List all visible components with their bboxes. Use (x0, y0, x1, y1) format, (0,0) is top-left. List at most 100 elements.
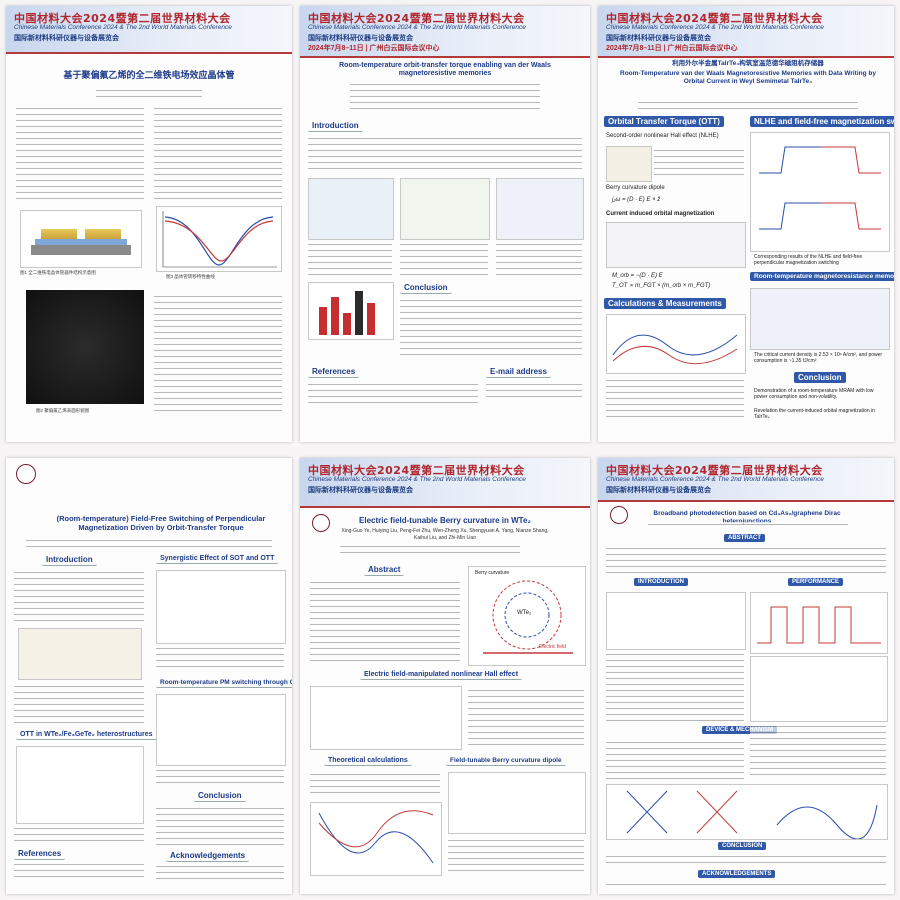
berry-curvature-diagram (483, 580, 573, 654)
text-block (606, 378, 744, 418)
text-block (310, 580, 460, 664)
photoresponse-plot (757, 606, 881, 644)
heterostructure-figure (16, 746, 144, 824)
device-schematic-figure (20, 210, 142, 268)
poster-5: 中国材料大会2024暨第二届世界材料大会 Chinese Materials C… (300, 458, 590, 894)
text-block (156, 864, 284, 880)
conclusion-1: Demonstration of a room-temperature MRAM… (754, 388, 874, 400)
conference-expo: 国际新材料科研仪器与设备展览会 (606, 35, 711, 42)
figure-caption: 图2 聚偏氟乙烯表面形貌图 (36, 408, 90, 413)
section-conclusion: Conclusion (194, 790, 246, 802)
theory-plot (310, 802, 442, 876)
section-ott: Orbital Transfer Torque (OTT) (604, 116, 724, 127)
calculation-plot (612, 334, 738, 365)
author-lines (648, 522, 848, 530)
caption-block (496, 242, 582, 276)
conference-banner: 中国材料大会2024暨第二届世界材料大会 Chinese Materials C… (598, 6, 894, 58)
figure-caption: 图1 全二维铁电晶体管器件结构示意图 (20, 270, 96, 275)
berry-curvature-figure: WTe₂ Berry curvature Electric field (468, 566, 586, 666)
section-ott-heterostructures: OTT in WTe₂/Fe₃GeTe₂ heterostructures (16, 730, 157, 740)
equation-j2w: j₂ω = (D · E) E × ẑ (612, 197, 661, 203)
poster-1: 中国材料大会2024暨第二届世界材料大会 Chinese Materials C… (6, 6, 292, 442)
section-introduction: Introduction (308, 120, 363, 132)
text-block (468, 688, 584, 748)
text-block (606, 882, 886, 890)
poster-6: 中国材料大会2024暨第二届世界材料大会 Chinese Materials C… (598, 458, 894, 894)
equation-morb: M_orb = −(D · E) E (612, 273, 663, 279)
section-acknowledgements: Acknowledgements (166, 850, 250, 862)
text-block (400, 298, 582, 356)
conference-title-cn: 中国材料大会2024暨第二届世界材料大会 (606, 464, 823, 477)
university-logo (16, 464, 36, 484)
text-block (606, 854, 886, 868)
text-block (448, 838, 584, 874)
conference-title-en: Chinese Materials Conference 2024 & The … (606, 24, 824, 31)
figure-3 (496, 178, 584, 240)
poster-title: (Room-temperature) Field-Free Switching … (56, 514, 266, 532)
section-introduction: INTRODUCTION (634, 578, 688, 586)
text-block (14, 826, 144, 842)
critical-current-note: The critical current density is 2.53 × 1… (754, 352, 883, 364)
bullet-bcd: Berry curvature dipole (606, 185, 665, 191)
poster-title: Broadband photodetection based on Cd₃As₂… (653, 510, 841, 525)
section-abstract: ABSTRACT (724, 534, 765, 542)
nlhe-schematic (606, 146, 652, 182)
text-block (14, 862, 144, 880)
caption-block (308, 242, 392, 276)
text-block (486, 382, 582, 400)
conference-title-en: Chinese Materials Conference 2024 & The … (308, 476, 526, 483)
conference-date: 2024年7月8–11日 | 广州白云国际会议中心 (606, 45, 738, 52)
transfer-curve-figure (156, 206, 282, 272)
section-pm-switching: Room-temperature PM switching through OT… (156, 678, 292, 688)
figure-caption: 图3 晶体管转移特性曲线 (166, 274, 215, 279)
conference-expo: 国际新材料科研仪器与设备展览会 (14, 35, 119, 42)
poster-title-en: Room-Temperature van der Waals Magnetore… (620, 70, 876, 85)
poster-3: 中国材料大会2024暨第二届世界材料大会 Chinese Materials C… (598, 6, 894, 442)
hall-effect-plots (310, 686, 462, 750)
section-nlhe-switching: NLHE and field-free magnetization switch… (750, 116, 894, 127)
conference-title-cn: 中国材料大会2024暨第二届世界材料大会 (308, 12, 525, 25)
author-lines (26, 538, 272, 548)
berry-curvature-label: Berry curvature (475, 570, 510, 576)
author-lines (96, 88, 202, 100)
conference-date: 2024年7月8–11日 | 广州白云国际会议中心 (308, 45, 440, 52)
poster-title: 基于聚偏氟乙烯的全二维铁电场效应晶体管 (63, 70, 235, 80)
orbital-schematic (606, 222, 746, 268)
conference-title-en: Chinese Materials Conference 2024 & The … (606, 476, 824, 483)
section-device: DEVICE & MECHANISM (702, 726, 778, 734)
section-memory: Room-temperature magnetoresistance memor… (750, 272, 894, 281)
conference-banner: 中国材料大会2024暨第二届世界材料大会 Chinese Materials C… (300, 6, 590, 58)
transfer-curve-plot (162, 211, 277, 268)
intro-figure (18, 628, 142, 680)
memory-figure (750, 288, 890, 350)
conference-title-cn: 中国材料大会2024暨第二届世界材料大会 (14, 12, 231, 25)
bcd-plot (448, 772, 586, 834)
text-block (156, 806, 284, 846)
wte2-label: WTe₂ (517, 610, 532, 616)
section-references: References (14, 848, 66, 860)
equation-tot: T_OT ∝ m_FGT × (m_orb × m_FGT) (612, 283, 711, 289)
conference-banner: 中国材料大会2024暨第二届世界材料大会 Chinese Materials C… (6, 6, 292, 54)
bullet-orbital-magnetization: Current induced orbital magnetization (606, 211, 715, 217)
section-acknowledgements: ACKNOWLEDGEMENTS (698, 870, 776, 878)
section-tunable-bcd: Field-tunable Berry curvature dipole (446, 756, 566, 766)
section-nonlinear-hall: Electric field-manipulated nonlinear Hal… (360, 670, 523, 680)
section-abstract: Abstract (364, 564, 405, 576)
conference-title-en: Chinese Materials Conference 2024 & The … (14, 24, 232, 31)
conference-title-cn: 中国材料大会2024暨第二届世界材料大会 (606, 12, 823, 25)
section-introduction: Introduction (42, 554, 97, 566)
university-logo (312, 514, 330, 532)
switching-loops (759, 146, 881, 230)
text-block (308, 136, 582, 172)
switching-plots (750, 132, 890, 252)
poster-4: (Room-temperature) Field-Free Switching … (6, 458, 292, 894)
conference-expo: 国际新材料科研仪器与设备展览会 (606, 487, 711, 494)
conference-title-en: Chinese Materials Conference 2024 & The … (308, 24, 526, 31)
text-block (154, 106, 282, 202)
text-block (16, 106, 144, 202)
text-block (156, 768, 284, 784)
conference-title-cn: 中国材料大会2024暨第二届世界材料大会 (308, 464, 525, 477)
synergistic-figure (156, 570, 286, 644)
section-performance: PERFORMANCE (788, 578, 844, 586)
